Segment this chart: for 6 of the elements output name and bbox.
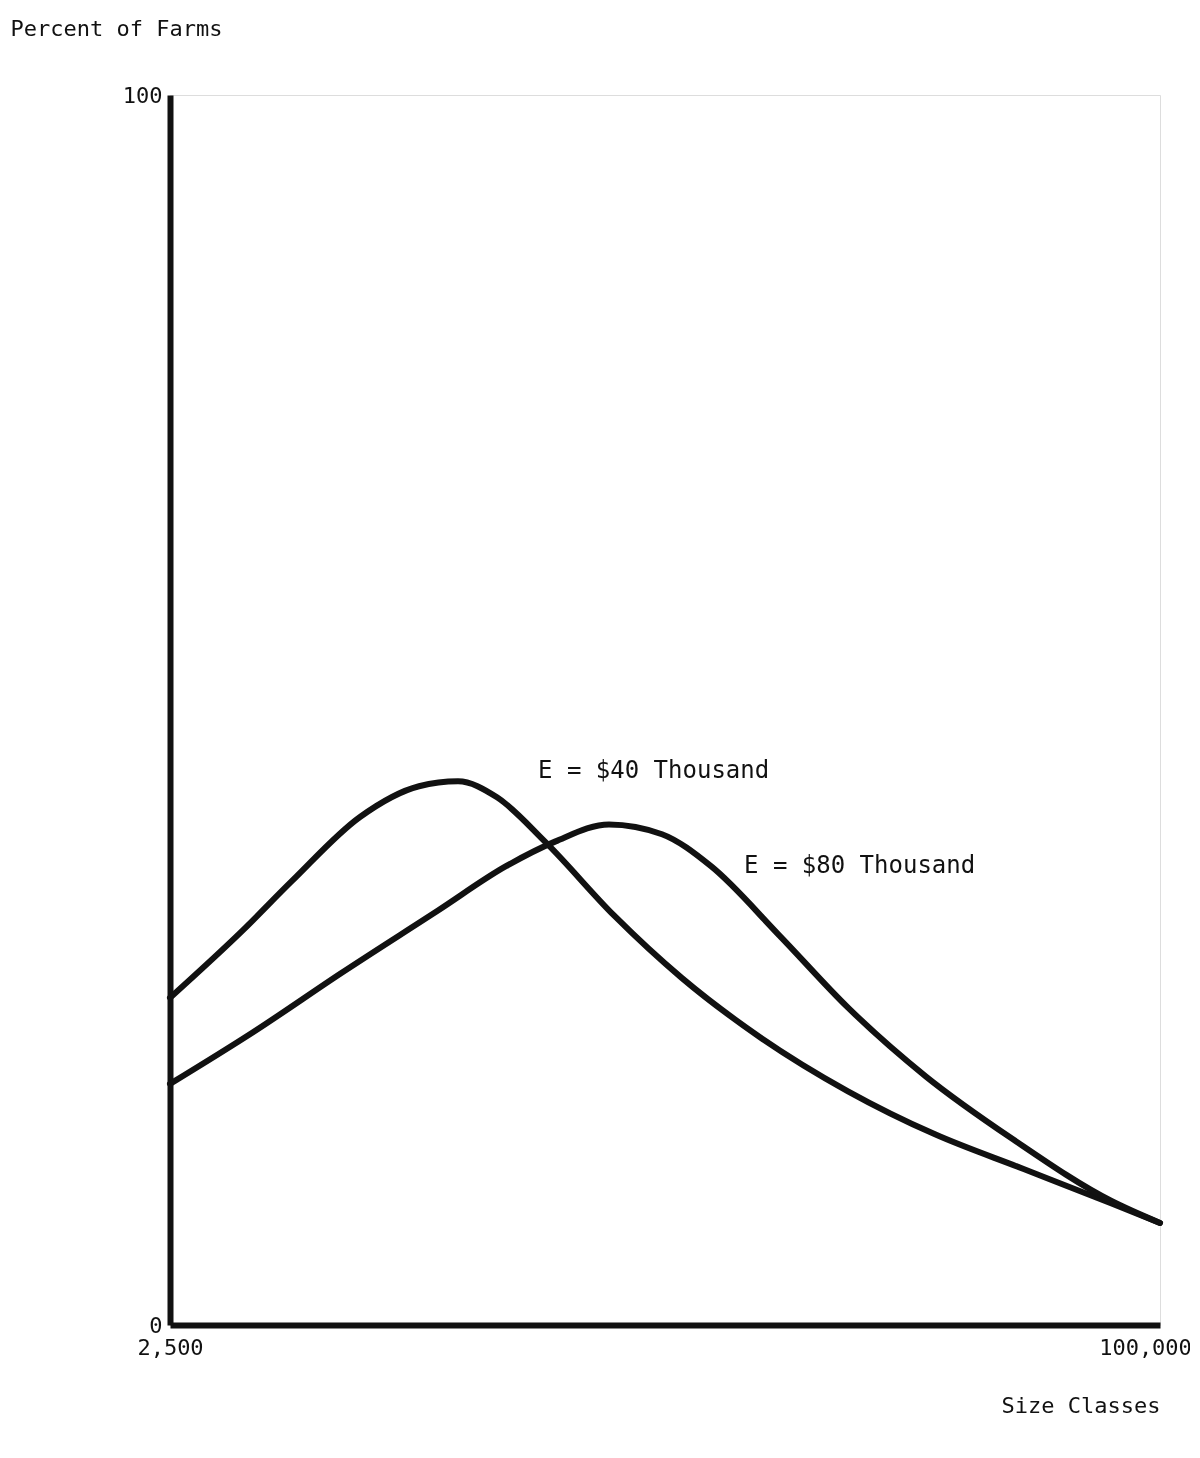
series-label: E = $80 Thousand: [744, 851, 976, 880]
y-axis-title: Percent of Farms: [10, 15, 223, 41]
series-label: E = $40 Thousand: [538, 756, 770, 785]
y-tick-label: 100: [122, 82, 163, 108]
x-axis-title: Size Classes: [1001, 1392, 1161, 1418]
x-tick-label: 100,000: [1099, 1334, 1192, 1360]
